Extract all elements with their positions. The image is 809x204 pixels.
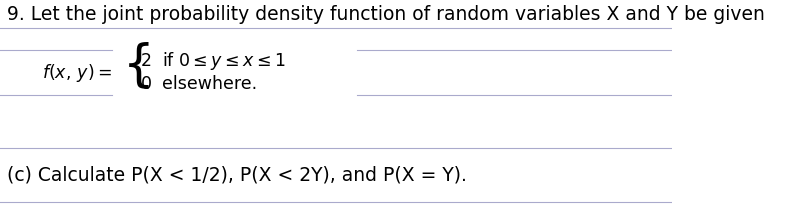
Text: $0$: $0$ [139, 75, 151, 93]
Text: if $0 \leq y \leq x \leq 1$: if $0 \leq y \leq x \leq 1$ [162, 50, 286, 72]
Text: {: { [123, 41, 155, 90]
Text: elsewhere.: elsewhere. [162, 75, 257, 93]
Text: $f(x,\, y) =$: $f(x,\, y) =$ [42, 61, 112, 83]
Text: (c) Calculate P(X < 1/2), P(X < 2Y), and P(X = Y).: (c) Calculate P(X < 1/2), P(X < 2Y), and… [6, 165, 467, 184]
Text: $2$: $2$ [139, 52, 150, 70]
Text: 9. Let the joint probability density function of random variables X and Y be giv: 9. Let the joint probability density fun… [6, 4, 765, 23]
